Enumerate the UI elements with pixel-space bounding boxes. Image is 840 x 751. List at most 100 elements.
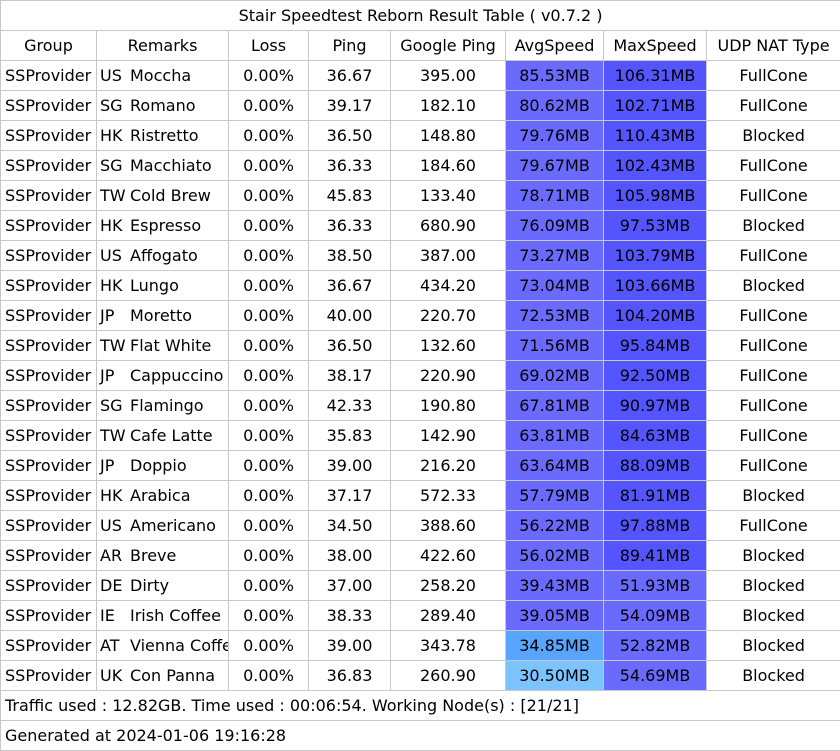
ping-cell: 36.50 [309,121,391,151]
loss-cell: 0.00% [229,661,309,691]
max-speed-cell: 88.09MB [604,451,707,481]
ping-cell: 35.83 [309,421,391,451]
google-ping-cell: 184.60 [391,151,506,181]
nat-type-cell: FullCone [707,421,840,451]
avg-speed-cell: 73.04MB [506,271,604,301]
max-speed-cell: 104.20MB [604,301,707,331]
group-cell: SSProvider [1,391,97,421]
remark-region: AR [100,541,130,570]
max-speed-cell: 89.41MB [604,541,707,571]
ping-cell: 38.17 [309,361,391,391]
loss-cell: 0.00% [229,151,309,181]
avg-speed-cell: 56.02MB [506,541,604,571]
google-ping-cell: 343.78 [391,631,506,661]
google-ping-cell: 680.90 [391,211,506,241]
nat-type-cell: FullCone [707,511,840,541]
remark-name: Breve [130,546,176,565]
header-row: Group Remarks Loss Ping Google Ping AvgS… [1,31,840,61]
ping-cell: 36.50 [309,331,391,361]
remark-region: SG [100,151,130,180]
max-speed-cell: 97.53MB [604,211,707,241]
max-speed-cell: 103.79MB [604,241,707,271]
header-ping: Ping [309,31,391,61]
group-cell: SSProvider [1,181,97,211]
remark-region: DE [100,571,130,600]
loss-cell: 0.00% [229,361,309,391]
nat-type-cell: FullCone [707,181,840,211]
avg-speed-cell: 63.81MB [506,421,604,451]
group-cell: SSProvider [1,211,97,241]
nat-type-cell: Blocked [707,541,840,571]
nat-type-cell: FullCone [707,391,840,421]
google-ping-cell: 422.60 [391,541,506,571]
remark-region: HK [100,121,130,150]
google-ping-cell: 132.60 [391,331,506,361]
google-ping-cell: 434.20 [391,271,506,301]
max-speed-cell: 90.97MB [604,391,707,421]
group-cell: SSProvider [1,601,97,631]
avg-speed-cell: 56.22MB [506,511,604,541]
remark-name: Flamingo [130,396,204,415]
group-cell: SSProvider [1,541,97,571]
ping-cell: 36.33 [309,211,391,241]
traffic-summary: Traffic used : 12.82GB. Time used : 00:0… [1,691,840,721]
group-cell: SSProvider [1,241,97,271]
remark-region: JP [100,451,130,480]
max-speed-cell: 103.66MB [604,271,707,301]
remark-name: Dirty [130,576,169,595]
group-cell: SSProvider [1,511,97,541]
loss-cell: 0.00% [229,121,309,151]
max-speed-cell: 110.43MB [604,121,707,151]
header-loss: Loss [229,31,309,61]
nat-type-cell: FullCone [707,61,840,91]
group-cell: SSProvider [1,91,97,121]
google-ping-cell: 395.00 [391,61,506,91]
loss-cell: 0.00% [229,331,309,361]
nat-type-cell: FullCone [707,151,840,181]
google-ping-cell: 220.90 [391,361,506,391]
ping-cell: 45.83 [309,181,391,211]
ping-cell: 38.00 [309,541,391,571]
max-speed-cell: 81.91MB [604,481,707,511]
google-ping-cell: 387.00 [391,241,506,271]
max-speed-cell: 97.88MB [604,511,707,541]
max-speed-cell: 92.50MB [604,361,707,391]
avg-speed-cell: 67.81MB [506,391,604,421]
loss-cell: 0.00% [229,421,309,451]
ping-cell: 36.67 [309,61,391,91]
nat-type-cell: Blocked [707,271,840,301]
avg-speed-cell: 76.09MB [506,211,604,241]
title-row: Stair Speedtest Reborn Result Table ( v0… [1,1,840,31]
max-speed-cell: 51.93MB [604,571,707,601]
nat-type-cell: FullCone [707,451,840,481]
footer-traffic-row: Traffic used : 12.82GB. Time used : 00:0… [1,691,840,721]
ping-cell: 36.33 [309,151,391,181]
group-cell: SSProvider [1,481,97,511]
google-ping-cell: 260.90 [391,661,506,691]
remark-region: AT [100,631,130,660]
max-speed-cell: 102.43MB [604,151,707,181]
nat-type-cell: Blocked [707,211,840,241]
header-max-speed: MaxSpeed [604,31,707,61]
group-cell: SSProvider [1,331,97,361]
remark-region: SG [100,91,130,120]
ping-cell: 40.00 [309,301,391,331]
remark-region: HK [100,211,130,240]
ping-cell: 36.67 [309,271,391,301]
google-ping-cell: 220.70 [391,301,506,331]
